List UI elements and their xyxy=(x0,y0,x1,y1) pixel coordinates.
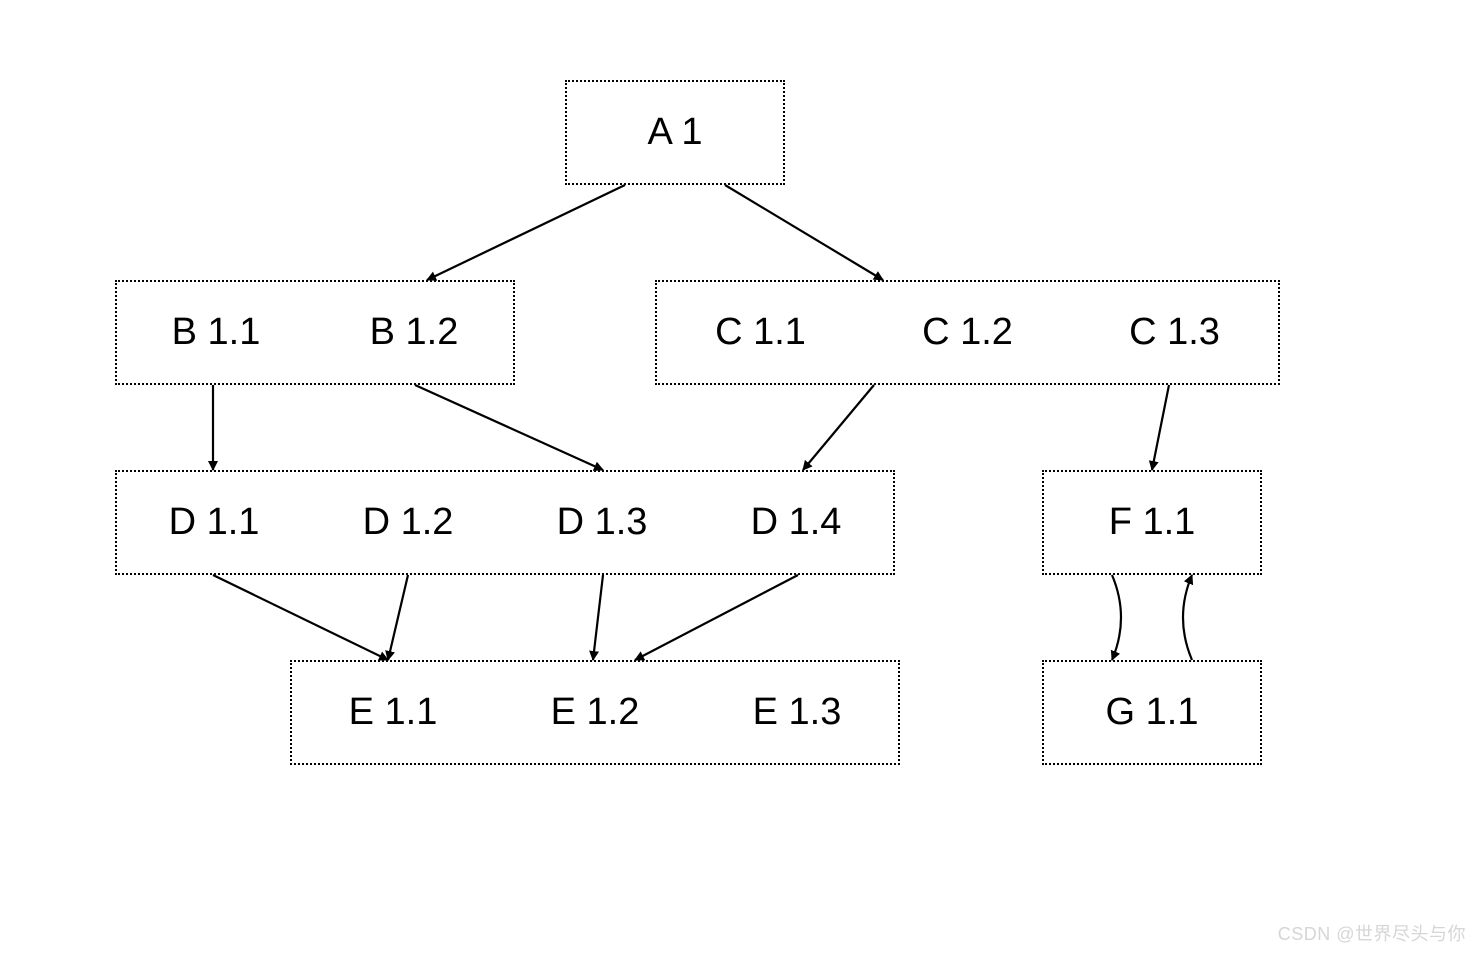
edge-9 xyxy=(635,575,798,660)
edge-11 xyxy=(1183,575,1192,660)
node-box-f: F 1.1 xyxy=(1042,470,1262,575)
node-label-g-0: G 1.1 xyxy=(1106,691,1199,734)
node-label-e-2: E 1.3 xyxy=(753,691,842,734)
edge-8 xyxy=(593,575,603,660)
node-label-c-2: C 1.3 xyxy=(1129,311,1220,354)
node-label-e-1: E 1.2 xyxy=(551,691,640,734)
node-box-d: D 1.1 D 1.2 D 1.3 D 1.4 xyxy=(115,470,895,575)
node-label-d-3: D 1.4 xyxy=(751,501,842,544)
node-label-f-0: F 1.1 xyxy=(1109,501,1196,544)
node-label-b-1: B 1.2 xyxy=(370,311,459,354)
node-label-e-0: E 1.1 xyxy=(349,691,438,734)
node-label-d-1: D 1.2 xyxy=(363,501,454,544)
node-box-g: G 1.1 xyxy=(1042,660,1262,765)
node-label-a-0: A 1 xyxy=(648,111,703,154)
node-label-c-1: C 1.2 xyxy=(922,311,1013,354)
edge-0 xyxy=(427,185,625,280)
edge-6 xyxy=(213,575,388,660)
watermark: CSDN @世界尽头与你 xyxy=(1278,920,1466,946)
node-box-b: B 1.1 B 1.2 xyxy=(115,280,515,385)
edge-3 xyxy=(415,385,603,470)
edge-5 xyxy=(1152,385,1169,470)
node-label-c-0: C 1.1 xyxy=(715,311,806,354)
edge-1 xyxy=(725,185,883,280)
diagram-canvas: A 1B 1.1B 1.2C 1.1C 1.2C 1.3D 1.1D 1.2D … xyxy=(0,0,1480,956)
node-label-d-0: D 1.1 xyxy=(169,501,260,544)
edge-7 xyxy=(388,575,408,660)
edge-10 xyxy=(1112,575,1121,660)
node-box-a: A 1 xyxy=(565,80,785,185)
node-label-b-0: B 1.1 xyxy=(172,311,261,354)
node-box-e: E 1.1 E 1.2 E 1.3 xyxy=(290,660,900,765)
node-box-c: C 1.1 C 1.2 C 1.3 xyxy=(655,280,1280,385)
node-label-d-2: D 1.3 xyxy=(557,501,648,544)
edge-4 xyxy=(803,385,874,470)
